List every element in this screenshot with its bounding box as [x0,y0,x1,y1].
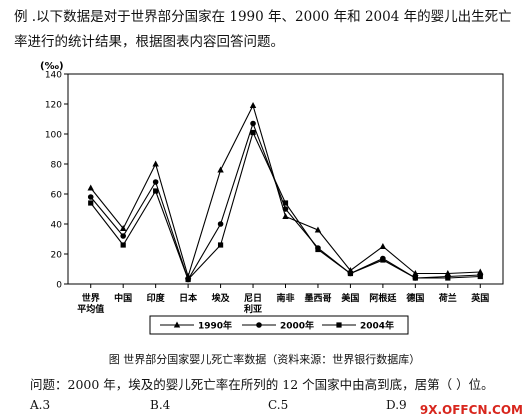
data-point-square [250,129,256,136]
y-tick-label: 100 [45,131,62,141]
data-point-circle [217,221,224,227]
y-tick-label: 120 [45,101,62,111]
data-point-square [477,273,483,280]
data-point-square [88,200,94,206]
legend-marker-triangle [173,321,181,328]
x-tick-label: 印度 [147,292,166,304]
data-point-triangle [119,225,127,231]
y-tick-label: 20 [51,251,63,261]
legend-marker-circle [256,322,262,328]
x-tick-label: 荷兰 [438,292,457,304]
data-point-square [347,270,354,277]
data-point-square [120,242,126,248]
data-point-triangle [249,102,257,108]
data-point-square [412,275,418,281]
data-point-triangle [412,270,419,276]
data-point-triangle [379,243,387,249]
legend-box [149,315,409,335]
option-c[interactable]: C.5 [268,398,289,412]
y-axis-unit: (‰) [40,61,64,72]
data-point-square [185,276,191,283]
data-point-square [217,242,224,248]
x-tick-label: 日本 [179,292,198,304]
y-tick-label: 80 [51,161,63,171]
option-d[interactable]: D.9 [386,398,407,412]
x-tick-label: 埃及 [212,292,231,304]
data-point-square [380,257,386,263]
data-point-circle [87,194,94,200]
option-a[interactable]: A.3 [30,398,51,412]
y-tick-label: 40 [51,221,63,231]
option-b[interactable]: B.4 [150,398,171,412]
y-axis: (‰) 0 20 40 60 80 100 120 140 [40,61,68,291]
legend-label: 1990年 [198,320,232,332]
data-point-triangle [282,213,289,219]
data-point-circle [120,233,126,239]
data-point-square [315,246,321,253]
legend-label: 2000年 [280,320,314,332]
x-tick-label: 中国 [114,292,132,304]
x-tick-label: 墨西哥 [304,293,331,304]
watermark: 9X.OFFCN.COM [419,403,523,417]
x-tick-label: 南非 [276,292,294,304]
series-layer [87,102,484,283]
data-point-square [153,188,159,194]
x-tick-label: 世界平均值 [77,292,104,315]
x-tick-label: 尼日利亚 [243,293,262,315]
legend: 1990年 2000年 2004年 [149,315,409,335]
data-point-circle [282,206,289,212]
chart-caption: 图 世界部分国家婴儿死亡率数据（资料来源：世界银行数据库） [108,353,421,366]
data-point-circle [152,179,159,185]
x-tick-label: 英国 [470,292,489,304]
legend-label: 2004年 [360,320,394,332]
question-text: 问题：2000 年，埃及的婴儿死亡率在所列的 12 个国家中由高到底，居第（ ）… [30,377,494,392]
x-tick-label: 美国 [341,292,359,304]
series-square [88,129,483,283]
x-tick-label: 阿根廷 [369,292,397,304]
data-point-circle [250,120,256,127]
y-tick-label: 60 [51,191,63,201]
x-tick-label: 德国 [406,292,424,304]
y-tick-label: 0 [56,281,62,291]
data-point-triangle [314,226,322,233]
data-point-triangle [152,160,159,167]
intro-text: 例 .以下数据是对于世界部分国家在 1990 年、2000 年和 2004 年的… [14,9,512,50]
data-point-triangle [217,166,224,173]
data-point-triangle [87,184,94,191]
plot-frame [67,73,504,285]
data-point-square [445,275,451,281]
data-point-square [282,200,289,206]
legend-marker-square [336,322,342,328]
y-tick-label: 140 [45,71,62,81]
